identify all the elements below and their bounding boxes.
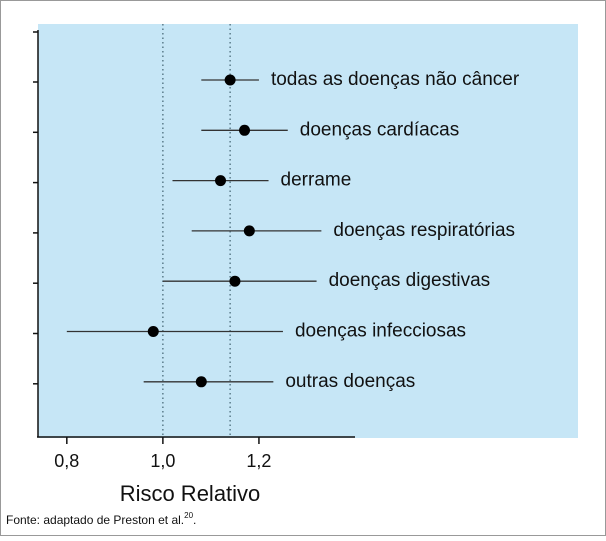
- point-estimate: [239, 124, 251, 136]
- x-tick-label: 1,2: [246, 451, 271, 471]
- x-axis-label: Risco Relativo: [120, 481, 261, 506]
- x-tick-label: 0,8: [54, 451, 79, 471]
- category-label: todas as doenças não câncer: [271, 69, 520, 90]
- point-estimate: [147, 326, 159, 337]
- point-estimate: [229, 275, 241, 287]
- source-text: Fonte: adaptado de Preston et al.: [6, 513, 184, 527]
- source-ref: 20: [184, 511, 193, 520]
- point-estimate: [215, 175, 227, 187]
- category-label: derrame: [281, 170, 352, 191]
- x-tick-label: 1,0: [150, 451, 175, 471]
- category-label: doenças cardíacas: [300, 119, 460, 140]
- point-estimate: [243, 225, 255, 237]
- source: Fonte: adaptado de Preston et al.20.: [6, 511, 196, 527]
- source-end: .: [193, 513, 196, 527]
- category-label: doenças respiratórias: [333, 220, 515, 241]
- category-label: outras doenças: [285, 371, 415, 392]
- point-estimate: [224, 74, 236, 86]
- point-estimate: [195, 376, 207, 388]
- category-label: doenças digestivas: [329, 270, 491, 291]
- category-label: doenças infecciosas: [295, 321, 466, 342]
